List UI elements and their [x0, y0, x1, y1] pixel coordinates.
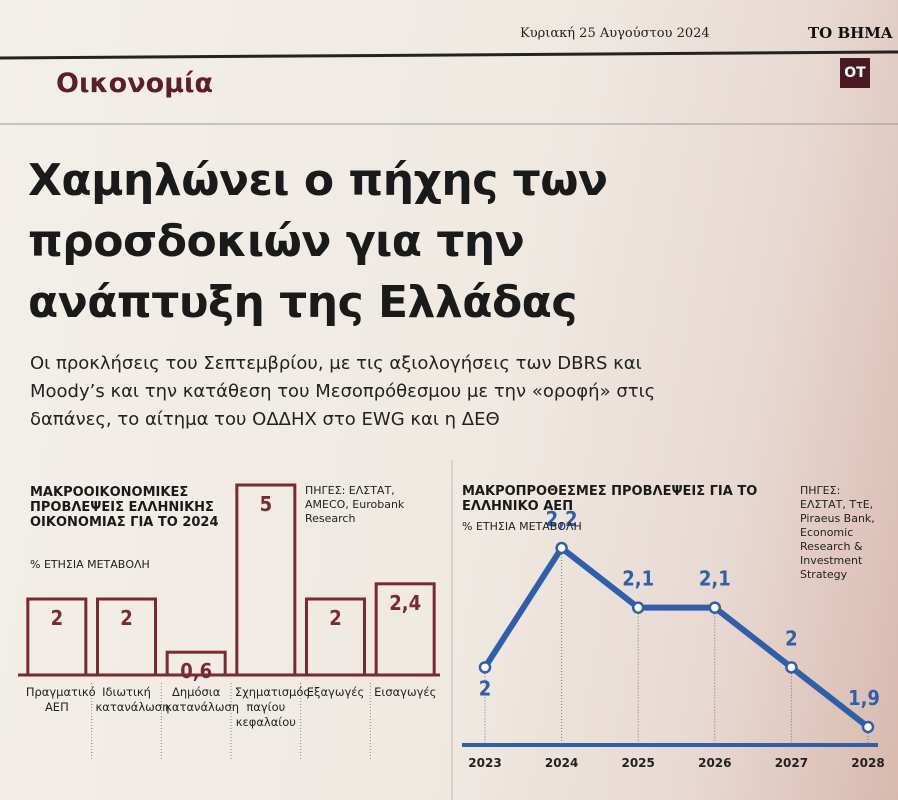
chart-subtitle: % ΕΤΗΣΙΑ ΜΕΤΑΒΟΛΗ	[462, 520, 582, 533]
category-label: Πραγματικό ΑΕΠ	[25, 685, 96, 714]
x-tick-label: 2026	[698, 756, 731, 770]
badge: ΟΤ	[840, 58, 870, 88]
headline: Χαμηλώνει ο πήχης των προσδοκιών για την…	[28, 155, 608, 328]
date: Κυριακή 25 Αυγούστου 2024	[520, 26, 710, 41]
value-label: 2	[120, 606, 133, 630]
point	[478, 661, 492, 674]
category-label: Εξαγωγές	[306, 685, 365, 699]
value-label: 2	[785, 626, 798, 650]
category-label: Εισαγωγές	[374, 685, 437, 699]
value-label: 2,4	[389, 591, 421, 615]
value-label: 2,1	[699, 567, 731, 591]
x-tick-label: 2028	[851, 756, 884, 770]
chart-source: ΠΗΓΕΣ: ΕΛΣΤΑΤ, ΤτΕ, Piraeus Bank, Econom…	[800, 484, 875, 581]
rule	[0, 50, 898, 60]
value-label: 2,2	[546, 507, 578, 531]
x-tick-label: 2023	[468, 756, 501, 770]
point	[861, 720, 875, 734]
value-label: 2	[51, 606, 64, 630]
chart-title: ΜΑΚΡΟΠΡΟΘΕΣΜΕΣ ΠΡΟΒΛΕΨΕΙΣ ΓΙΑ ΤΟ ΕΛΛΗΝΙΚ…	[462, 484, 758, 514]
value-label: 2	[479, 676, 492, 700]
bar	[374, 582, 436, 677]
bar	[165, 650, 227, 677]
line	[482, 545, 870, 730]
paper-name: ΤΟ ΒΗΜΑ	[808, 24, 893, 42]
x-tick-label: 2024	[545, 756, 578, 770]
point	[708, 601, 722, 614]
bar	[96, 597, 157, 677]
subheadline: Οι προκλήσεις του Σεπτεμβρίου, με τις αξ…	[30, 353, 656, 430]
value-label: 2	[329, 606, 342, 630]
point	[785, 661, 798, 674]
chart-title: ΜΑΚΡΟΟΙΚΟΝΟΜΙΚΕΣ ΠΡΟΒΛΕΨΕΙΣ ΕΛΛΗΝΙΚΗΣ ΟΙ…	[30, 485, 219, 530]
value-label: 2,1	[622, 567, 654, 591]
point	[631, 601, 645, 614]
x-tick-label: 2025	[621, 756, 654, 770]
bar	[305, 597, 366, 677]
bar	[26, 597, 88, 677]
point	[555, 541, 568, 555]
value-label: 5	[260, 492, 273, 516]
bar	[235, 483, 297, 677]
section: Οικονομία	[56, 68, 214, 99]
chart-subtitle: % ΕΤΗΣΙΑ ΜΕΤΑΒΟΛΗ	[30, 558, 150, 571]
x-tick-label: 2027	[775, 756, 808, 770]
category-label: Σχηματισμός παγίου κεφαλαίου	[234, 685, 311, 729]
category-label: Δημόσια κατανάλωση	[165, 685, 240, 714]
category-label: Ιδιωτική κατανάλωση	[95, 685, 170, 714]
value-label: 1,9	[848, 686, 880, 710]
value-label: 0,6	[180, 659, 212, 683]
chart-source: ΠΗΓΕΣ: ΕΛΣΤΑΤ, AMECO, Eurobank Research	[305, 484, 405, 525]
